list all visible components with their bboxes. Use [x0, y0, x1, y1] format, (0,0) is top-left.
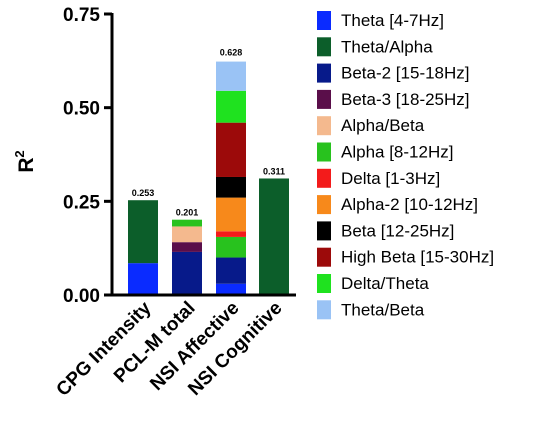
- legend-swatch: [317, 168, 331, 188]
- legend-swatch: [317, 221, 331, 241]
- y-axis-label: R 2: [12, 150, 38, 172]
- legend-swatch: [317, 11, 331, 30]
- legend-item: Alpha/Beta: [317, 116, 425, 136]
- legend-swatch: [317, 195, 331, 215]
- legend-label: High Beta [15-30Hz]: [341, 248, 494, 267]
- legend-item: Alpha-2 [10-12Hz]: [317, 195, 478, 215]
- y-axis-ticks: 0.00 0.25 0.50 0.75: [63, 5, 112, 307]
- y-tick-label: 0.25: [63, 192, 100, 213]
- bar-segment: [216, 90, 246, 123]
- legend-swatch: [317, 247, 331, 267]
- legend-label: Beta [12-25Hz]: [341, 221, 454, 240]
- bar-segment: [216, 257, 246, 284]
- legend-label: Beta-3 [18-25Hz]: [341, 90, 470, 109]
- legend-item: Beta-3 [18-25Hz]: [317, 89, 470, 109]
- legend-label: Theta/Beta: [341, 300, 425, 319]
- legend-item: Delta [1-3Hz]: [317, 168, 440, 188]
- legend-swatch: [317, 116, 331, 136]
- bar-segment: [216, 61, 246, 91]
- legend-swatch: [317, 300, 331, 320]
- bar-segment: [172, 251, 202, 295]
- bar-segment: [216, 176, 246, 198]
- bar-segment: [128, 263, 158, 295]
- legend-item: Theta/Beta: [317, 300, 425, 320]
- bar-total-label: 0.628: [220, 48, 243, 58]
- legend-item: Delta/Theta: [317, 274, 429, 293]
- legend-swatch: [317, 274, 331, 293]
- bar-segment: [216, 283, 246, 295]
- y-axis-title: R: [15, 157, 38, 172]
- y-tick-label: 0.75: [63, 5, 100, 26]
- legend-item: Beta [12-25Hz]: [317, 221, 454, 241]
- bar-total-label: 0.253: [132, 188, 155, 198]
- legend-label: Alpha-2 [10-12Hz]: [341, 195, 478, 214]
- legend-item: Theta/Alpha: [317, 37, 433, 57]
- legend-label: Delta [1-3Hz]: [341, 169, 440, 188]
- legend-item: Alpha [8-12Hz]: [317, 142, 453, 162]
- axes: [110, 13, 296, 297]
- y-tick-label: 0.50: [63, 99, 100, 120]
- legend-label: Delta/Theta: [341, 274, 429, 293]
- bar-segment: [216, 231, 246, 237]
- legend: Theta [4-7Hz] Theta/Alpha Beta-2 [15-18Hz]…: [317, 11, 494, 320]
- legend-label: Theta [4-7Hz]: [341, 11, 444, 30]
- legend-swatch: [317, 37, 331, 57]
- legend-item: High Beta [15-30Hz]: [317, 247, 494, 267]
- bar-segment: [216, 122, 246, 177]
- legend-label: Alpha [8-12Hz]: [341, 143, 453, 162]
- legend-label: Alpha/Beta: [341, 116, 425, 135]
- legend-item: Theta [4-7Hz]: [317, 11, 444, 30]
- bar-segment: [259, 178, 289, 295]
- legend-item: Beta-2 [15-18Hz]: [317, 63, 470, 83]
- legend-label: Beta-2 [15-18Hz]: [341, 64, 470, 83]
- y-tick-label: 0.00: [63, 286, 100, 307]
- bar-segment: [216, 236, 246, 258]
- bar-total-label: 0.311: [263, 166, 285, 176]
- bar-total-label: 0.201: [176, 208, 199, 218]
- legend-swatch: [317, 142, 331, 162]
- legend-swatch: [317, 89, 331, 109]
- bar-segment: [172, 226, 202, 243]
- bar-segment: [216, 197, 246, 232]
- bar-segment: [172, 242, 202, 252]
- bars: [128, 61, 289, 295]
- y-axis-title-superscript: 2: [12, 150, 27, 157]
- legend-swatch: [317, 63, 331, 83]
- legend-label: Theta/Alpha: [341, 37, 433, 56]
- bar-total-labels: 0.253 0.201 0.628 0.311: [132, 48, 285, 218]
- bar-segment: [172, 219, 202, 227]
- bar-segment: [128, 200, 158, 264]
